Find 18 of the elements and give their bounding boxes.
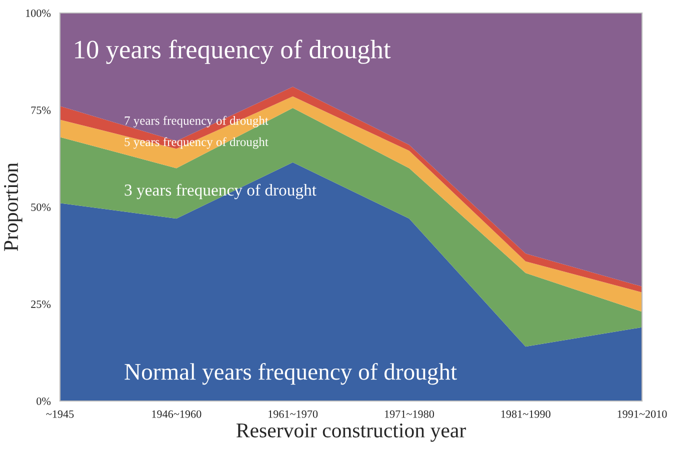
series-label: 10 years frequency of drought — [75, 40, 391, 64]
x-tick-label: 1991~2010 — [618, 410, 667, 418]
series-label: Normal years frequency of drought — [124, 362, 457, 385]
x-tick-label: 1961~1970 — [268, 410, 318, 418]
y-tick-label: 50% — [31, 203, 51, 211]
y-axis-title: Proportion — [4, 162, 22, 251]
x-tick-label: 1971~1980 — [384, 410, 434, 418]
x-tick-label: ~1945 — [46, 410, 74, 418]
x-axis-title: Reservoir construction year — [236, 423, 466, 442]
series-label: 5 years frequency of drought — [124, 137, 268, 149]
y-tick-label: 0% — [36, 397, 51, 405]
series-label: 3 years frequency of drought — [124, 184, 316, 200]
x-tick-label: 1946~1960 — [152, 410, 202, 418]
x-tick-label: 1981~1990 — [501, 410, 550, 418]
y-tick-label: 25% — [31, 300, 51, 308]
series-label: 7 years frequency of drought — [124, 116, 268, 128]
y-tick-label: 75% — [31, 106, 51, 114]
y-tick-label: 100% — [26, 9, 51, 17]
